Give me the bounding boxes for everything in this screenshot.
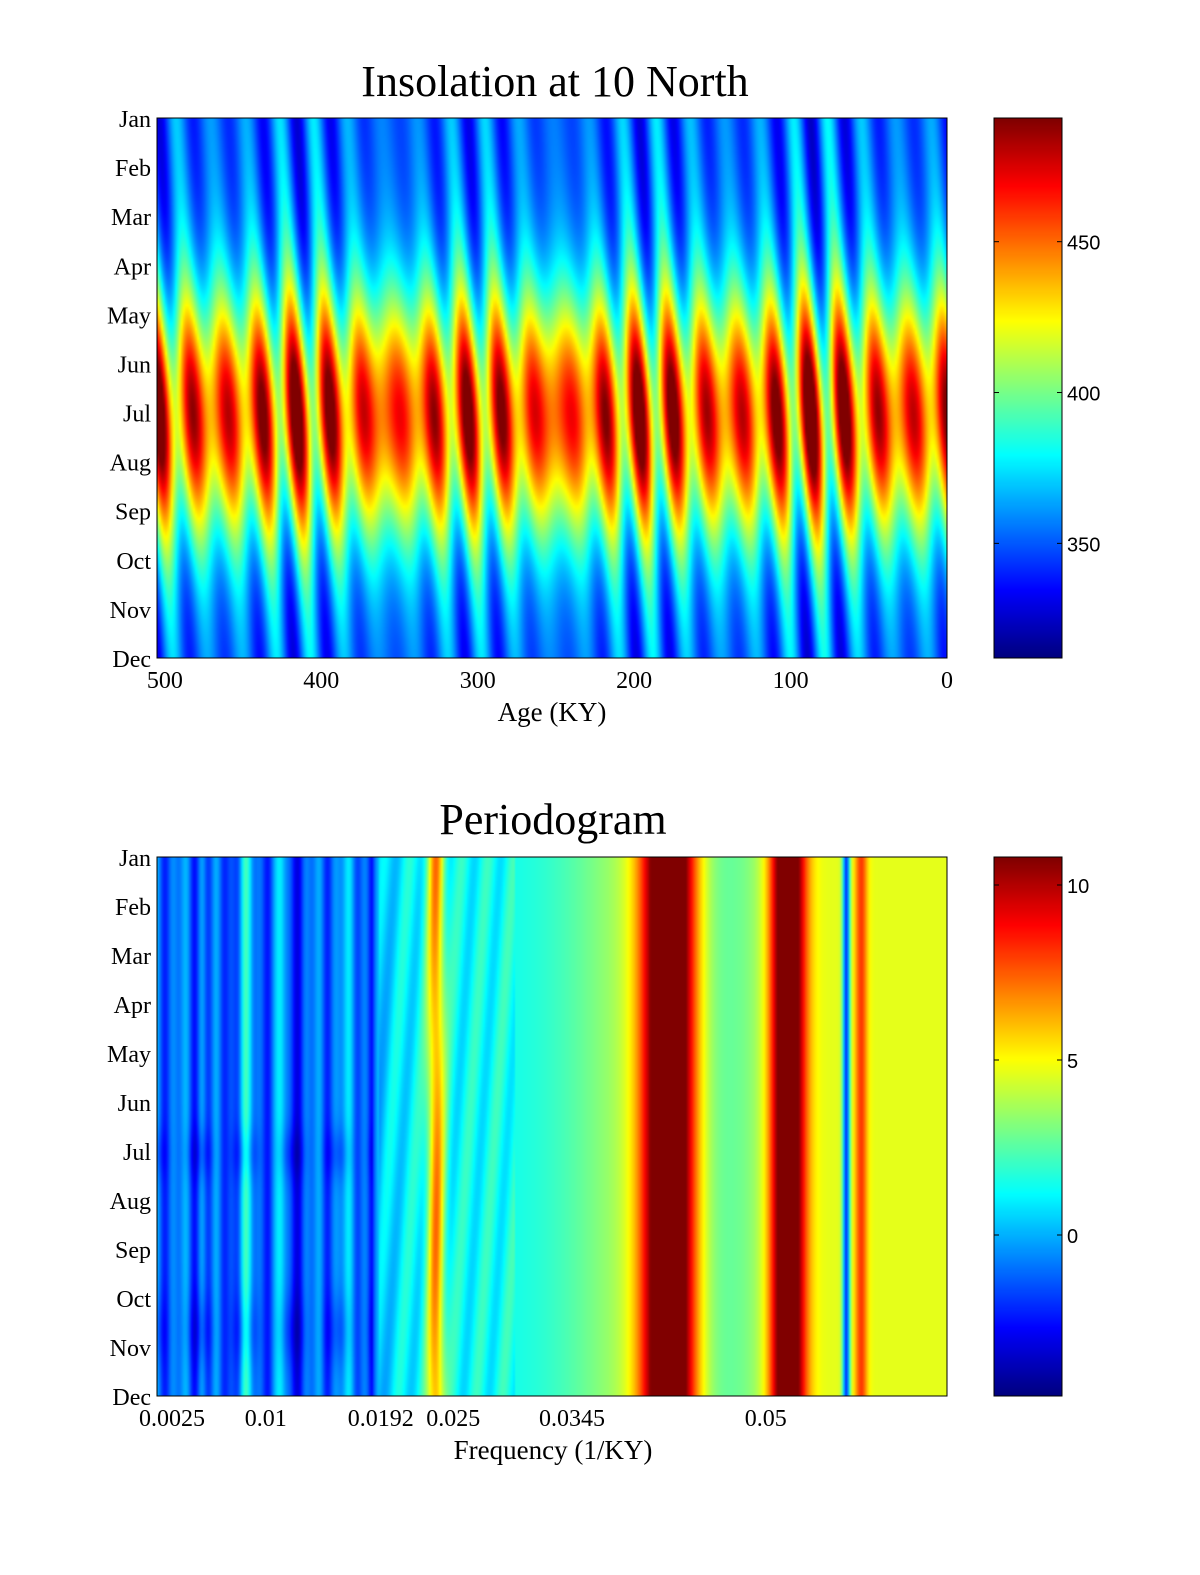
month-label-mar: Mar (111, 205, 151, 231)
insolation-x-tick-labels: 500 400 300 200 100 0 (147, 668, 953, 694)
month-label-jul: Jul (123, 402, 151, 428)
colorbar-tick-label-5: 5 (1067, 1051, 1078, 1073)
month-label-dec: Dec (112, 1385, 151, 1411)
insolation-panel: Insolation at 10 North Jan Feb Mar Apr May Ju… (107, 57, 1100, 727)
insolation-month-labels: Jan Feb Mar Apr May Jun Jul Aug Sep Oct Nov Dec (107, 107, 151, 673)
x-tick-label-500: 500 (147, 668, 183, 694)
colorbar-tick-label-350: 350 (1067, 534, 1100, 556)
x-tick-label-400: 400 (303, 668, 339, 694)
x-tick-label-0.05: 0.05 (745, 1406, 787, 1432)
insolation-colorbar-frame (993, 117, 1063, 659)
colorbar-tick-label-450: 450 (1067, 233, 1100, 255)
periodogram-panel: Periodogram Jan Feb Mar Apr May Jun Jul Aug Sep O… (107, 795, 1089, 1465)
x-tick-label-0.0025: 0.0025 (139, 1406, 205, 1432)
colorbar-tick-label-400: 400 (1067, 384, 1100, 406)
periodogram-month-labels: Jan Feb Mar Apr May Jun Jul Aug Sep Oct Nov Dec (107, 846, 151, 1411)
chart-title-periodogram: Periodogram (439, 795, 666, 844)
month-label-may: May (107, 1042, 151, 1068)
periodogram-plot-frame (156, 856, 948, 1397)
x-tick-label-0.01: 0.01 (245, 1406, 287, 1432)
month-label-oct: Oct (116, 549, 151, 575)
colorbar-tick-label-10: 10 (1067, 876, 1089, 898)
chart-title-insolation: Insolation at 10 North (361, 57, 748, 106)
x-tick-label-300: 300 (460, 668, 496, 694)
month-label-feb: Feb (115, 156, 151, 182)
month-label-mar: Mar (111, 944, 151, 970)
x-tick-label-100: 100 (773, 668, 809, 694)
insolation-colorbar-ticks: 350 400 450 (994, 233, 1100, 556)
month-label-aug: Aug (110, 451, 151, 477)
month-label-oct: Oct (116, 1287, 151, 1313)
month-label-jun: Jun (118, 1091, 151, 1117)
month-label-jul: Jul (123, 1140, 151, 1166)
month-label-apr: Apr (114, 254, 151, 280)
month-label-nov: Nov (110, 598, 151, 624)
periodogram-x-tick-labels: 0.0025 0.01 0.0192 0.025 0.0345 0.05 (139, 1406, 787, 1432)
month-label-dec: Dec (112, 647, 151, 673)
colorbar-tick-label-0: 0 (1067, 1226, 1078, 1248)
x-tick-label-0: 0 (941, 668, 953, 694)
month-label-feb: Feb (115, 895, 151, 921)
month-label-apr: Apr (114, 993, 151, 1019)
month-label-jan: Jan (119, 846, 151, 872)
x-tick-label-200: 200 (616, 668, 652, 694)
month-label-nov: Nov (110, 1336, 151, 1362)
month-label-sep: Sep (115, 500, 151, 526)
periodogram-x-axis-label: Frequency (1/KY) (454, 1435, 653, 1465)
x-tick-label-0.0345: 0.0345 (539, 1406, 605, 1432)
periodogram-colorbar-frame (993, 856, 1063, 1397)
x-tick-label-0.025: 0.025 (426, 1406, 480, 1432)
month-label-aug: Aug (110, 1189, 151, 1215)
insolation-plot-frame (156, 117, 948, 659)
month-label-jun: Jun (118, 352, 151, 378)
insolation-x-axis-label: Age (KY) (498, 697, 607, 727)
insolation-colorbar (994, 118, 1062, 658)
periodogram-colorbar (994, 857, 1062, 1396)
periodogram-heatmap (157, 857, 947, 1396)
periodogram-colorbar-ticks: 0 5 10 (994, 876, 1089, 1248)
x-tick-label-0.0192: 0.0192 (348, 1406, 414, 1432)
insolation-heatmap (157, 118, 947, 658)
month-label-sep: Sep (115, 1238, 151, 1264)
month-label-may: May (107, 303, 151, 329)
month-label-jan: Jan (119, 107, 151, 133)
